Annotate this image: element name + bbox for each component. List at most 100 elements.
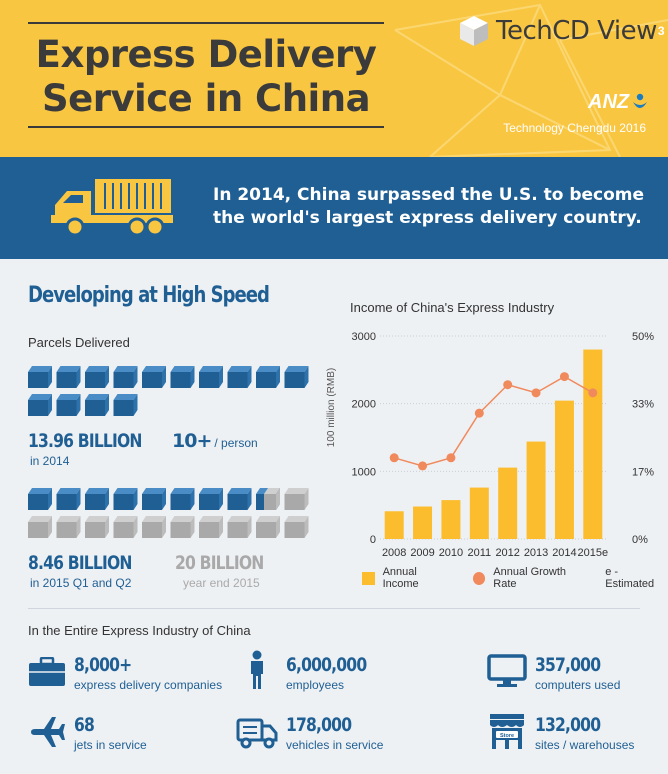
parcel-cube-2014 xyxy=(284,366,309,388)
chart-growth-point-2008 xyxy=(389,453,399,463)
sponsor-name: ANZ xyxy=(588,91,630,113)
income-chart: 100 million (RMB) 0 1000 2000 3000 0% 17% 33% 50… xyxy=(326,331,654,559)
truck-icon xyxy=(51,179,173,237)
stat-computers-value: 357,000 xyxy=(535,654,601,676)
legend-swatch-income xyxy=(362,571,375,585)
parcel-cube-2015 xyxy=(56,488,81,510)
envelope-decoration xyxy=(394,3,668,157)
chart-title: Income of China's Express Industry xyxy=(350,300,555,315)
parcel-cube-2014 xyxy=(199,366,223,388)
parcel-cube-2015 xyxy=(56,516,81,538)
parcel-cube-2014 xyxy=(28,394,52,416)
parcel-cube-2015 xyxy=(284,516,309,538)
section-title-industry: In the Entire Express Industry of China xyxy=(28,623,251,638)
chart-y-tick: 3000 xyxy=(352,331,376,343)
anz-person-icon xyxy=(633,93,648,108)
stat-companies-value: 8,000+ xyxy=(74,654,132,676)
per-person-value: 10+ xyxy=(172,430,212,452)
chart-x-tick: 2011 xyxy=(467,547,491,559)
parcel-cube-2015 xyxy=(170,488,195,510)
stat-jets-value: 68 xyxy=(74,714,95,736)
per-person-label: / person xyxy=(214,436,258,450)
parcel-cube-2014 xyxy=(85,366,109,388)
parcels-2014-pictogram xyxy=(28,366,309,416)
legend-swatch-growth xyxy=(472,571,486,585)
parcel-cube-2014 xyxy=(85,394,109,416)
banner-line1: In 2014, China surpassed the U.S. to bec… xyxy=(213,185,645,205)
parcel-cube-2015 xyxy=(85,488,109,510)
parcel-cube-2014 xyxy=(113,394,138,416)
banner-headline: In 2014, China surpassed the U.S. to bec… xyxy=(213,184,653,230)
brand-superscript: 3 xyxy=(657,24,665,38)
stat-vehicles-value: 178,000 xyxy=(286,714,352,736)
chart-bar-2015e xyxy=(583,349,603,539)
legend-estimated-note: e - Estimated xyxy=(605,566,655,590)
parcel-cube-2015 xyxy=(199,488,223,510)
parcel-cube-2015 xyxy=(227,488,252,510)
parcel-cube-2015 xyxy=(85,516,109,538)
chart-x-tick: 2008 xyxy=(382,547,406,559)
stat-jets-label: jets in service xyxy=(74,738,147,752)
chart-growth-point-2009 xyxy=(418,461,428,471)
chart-legend: Annual Income Annual Growth Rate e - Est… xyxy=(362,566,668,590)
chart-growth-point-2014 xyxy=(559,372,569,382)
chart-bar-2014 xyxy=(554,400,574,539)
store-icon: Store xyxy=(490,714,524,749)
stat-companies-label: express delivery companies xyxy=(74,678,223,692)
parcel-cube-2015 xyxy=(28,488,52,510)
parcels-2015-pictogram xyxy=(28,488,309,538)
header-subtitle: Technology Chengdu 2016 xyxy=(503,121,646,135)
chart-growth-point-2013 xyxy=(531,388,541,398)
title-rule-top xyxy=(28,22,384,24)
chart-y2-tick: 0% xyxy=(632,534,648,546)
chart-growth-point-2015e xyxy=(588,388,598,398)
parcels-2015-value: 8.46 BILLION xyxy=(28,552,132,574)
parcel-cube-2014 xyxy=(142,366,166,388)
chart-growth-point-2011 xyxy=(474,408,484,418)
stat-sites-label: sites / warehouses xyxy=(535,738,635,752)
chart-x-tick: 2009 xyxy=(410,547,434,559)
chart-bar-2011 xyxy=(469,487,489,539)
parcel-cube-2014 xyxy=(28,366,52,388)
chart-y2-tick: 33% xyxy=(632,399,654,411)
person-icon xyxy=(251,650,263,689)
chart-ylabel: 100 million (RMB) xyxy=(326,368,337,447)
chart-growth-point-2010 xyxy=(446,453,456,463)
parcel-cube-2015 xyxy=(142,488,166,510)
title-rule-bottom xyxy=(28,126,384,128)
parcels-2014-label: in 2014 xyxy=(30,454,70,468)
stat-computers-label: computers used xyxy=(535,678,621,692)
chart-growth-line xyxy=(393,375,594,467)
delivery-truck-icon xyxy=(236,718,278,749)
page-title-line1: Express Delivery xyxy=(35,33,377,76)
briefcase-icon xyxy=(29,657,65,686)
section-title-developing: Developing at High Speed xyxy=(28,283,270,308)
chart-growth-point-2012 xyxy=(503,380,513,390)
parcel-cube-2015 xyxy=(256,488,280,510)
chart-x-tick: 2010 xyxy=(439,547,463,559)
chart-bar-2009 xyxy=(413,506,433,539)
chart-x-tick: 2015e xyxy=(578,547,609,559)
parcel-cube-2015 xyxy=(170,516,195,538)
parcels-2015-label: in 2015 Q1 and Q2 xyxy=(30,576,132,590)
chart-y2-tick: 17% xyxy=(632,466,654,478)
per-person-stat: 10+ / person xyxy=(172,430,258,452)
chart-bar-2010 xyxy=(441,500,461,539)
parcel-cube-2014 xyxy=(227,366,252,388)
parcel-cube-2015 xyxy=(227,516,252,538)
parcel-cube-2015 xyxy=(113,516,138,538)
legend-label-growth: Annual Growth Rate xyxy=(493,566,567,590)
store-sign-text: Store xyxy=(500,733,514,739)
banner-line2: the world's largest express delivery cou… xyxy=(213,208,642,228)
intro-banner: In 2014, China surpassed the U.S. to bec… xyxy=(0,157,668,259)
header: Express Delivery Service in China TechCD… xyxy=(0,0,668,157)
sponsor-logo: ANZ xyxy=(588,91,649,114)
legend-label-income: Annual Income xyxy=(382,566,419,590)
stat-sites-value: 132,000 xyxy=(535,714,601,736)
parcel-cube-2014 xyxy=(256,366,280,388)
stat-employees-label: employees xyxy=(286,678,345,692)
chart-x-tick: 2012 xyxy=(495,547,519,559)
parcel-cube-2015 xyxy=(28,516,52,538)
chart-y-tick: 1000 xyxy=(352,466,376,478)
parcel-cube-2015 xyxy=(113,488,138,510)
